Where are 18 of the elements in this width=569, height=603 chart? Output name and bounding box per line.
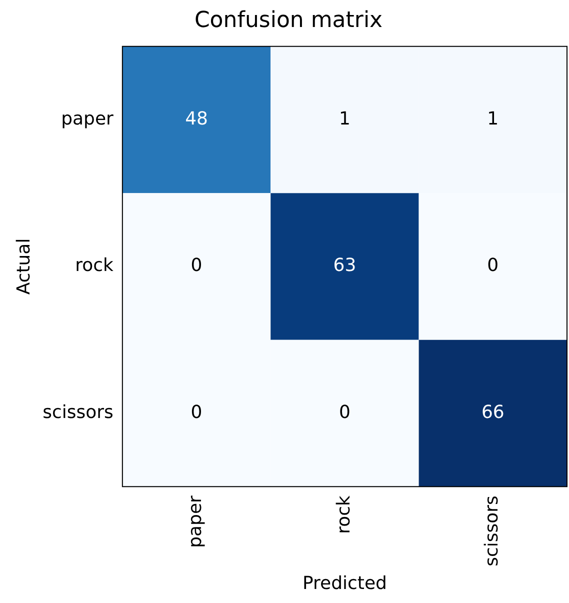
data-label: 0	[190, 402, 202, 423]
data-label: 0	[487, 255, 499, 276]
x-tick-label: paper	[185, 494, 206, 548]
chart-title: Confusion matrix	[194, 8, 383, 33]
data-label: 63	[333, 255, 356, 276]
y-tick-label: paper	[61, 108, 114, 130]
data-label: 48	[185, 108, 208, 130]
data-label: 1	[338, 108, 350, 130]
data-label: 66	[481, 402, 504, 423]
x-tick-label: rock	[333, 495, 354, 534]
data-label: 0	[338, 402, 350, 423]
x-axis-title: Predicted	[302, 572, 387, 594]
y-tick-label: scissors	[42, 402, 114, 423]
x-tick-label: scissors	[482, 496, 503, 566]
y-tick-label: rock	[75, 255, 114, 276]
y-axis-title: Actual	[13, 238, 34, 295]
data-label: 1	[487, 108, 499, 130]
data-label: 0	[190, 255, 202, 276]
